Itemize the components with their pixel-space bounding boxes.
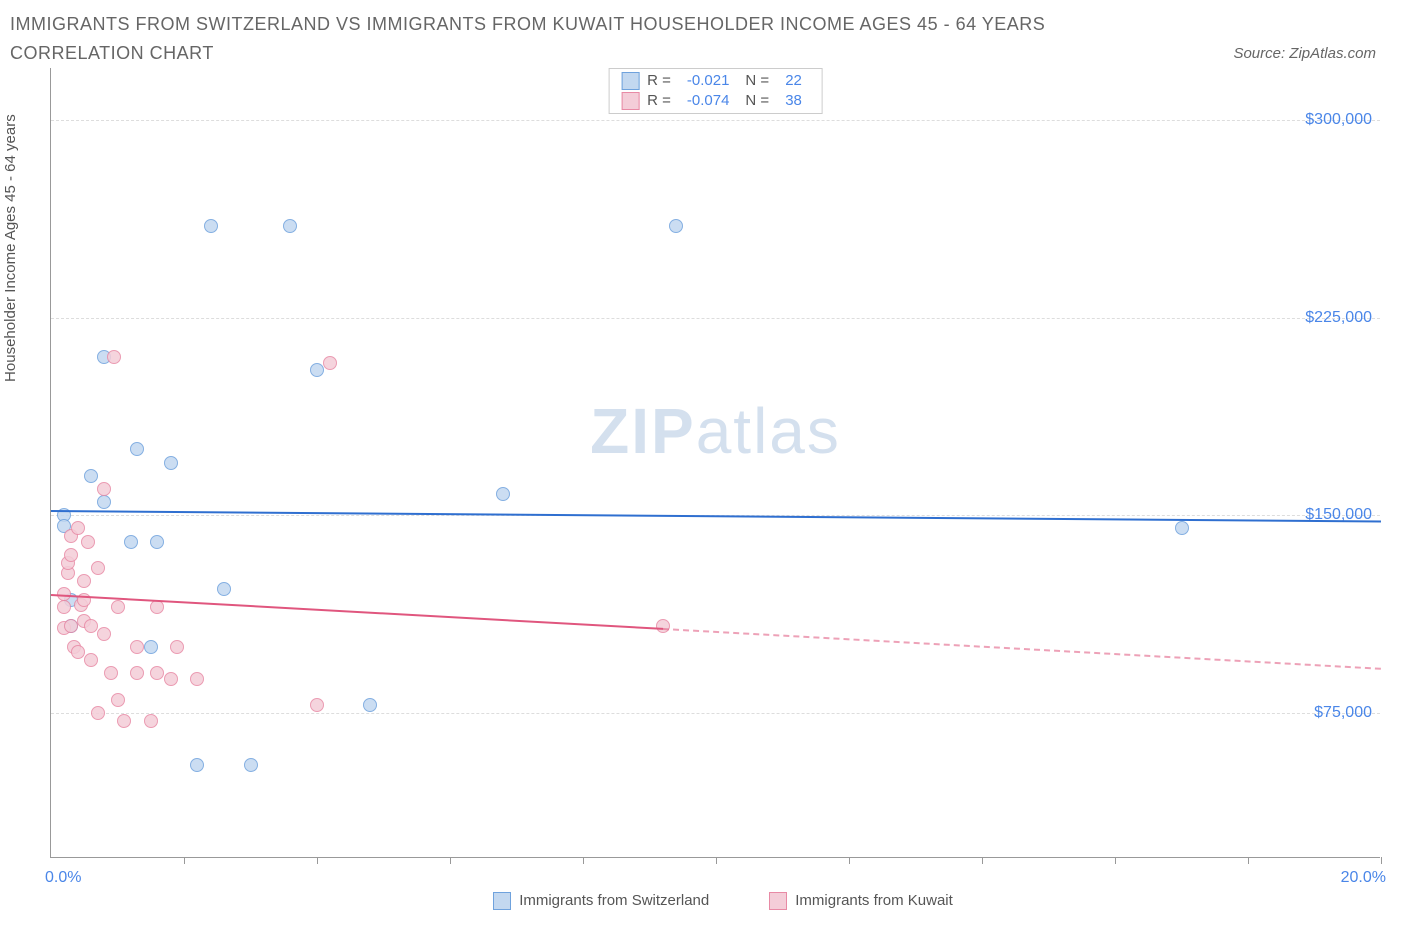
gridline — [51, 713, 1380, 714]
data-point-switzerland — [1175, 521, 1189, 535]
data-point-kuwait — [164, 672, 178, 686]
trend-line-kuwait — [663, 628, 1381, 670]
gridline — [51, 120, 1380, 121]
trend-line-kuwait — [51, 594, 663, 630]
data-point-switzerland — [190, 758, 204, 772]
data-point-switzerland — [150, 535, 164, 549]
x-tick — [849, 857, 850, 864]
data-point-switzerland — [164, 456, 178, 470]
watermark-bold: ZIP — [590, 395, 696, 467]
x-tick — [1115, 857, 1116, 864]
data-point-switzerland — [496, 487, 510, 501]
r-label: R = — [647, 72, 671, 89]
x-tick — [450, 857, 451, 864]
data-point-kuwait — [64, 548, 78, 562]
y-tick-label: $75,000 — [1314, 704, 1372, 722]
data-point-kuwait — [107, 350, 121, 364]
data-point-kuwait — [111, 693, 125, 707]
series-legend: Immigrants from Switzerland Immigrants f… — [50, 892, 1396, 910]
legend-label-switzerland: Immigrants from Switzerland — [519, 892, 709, 909]
data-point-kuwait — [84, 619, 98, 633]
data-point-switzerland — [204, 219, 218, 233]
data-point-kuwait — [97, 627, 111, 641]
x-tick — [1248, 857, 1249, 864]
data-point-kuwait — [144, 714, 158, 728]
data-point-kuwait — [71, 521, 85, 535]
data-point-kuwait — [57, 600, 71, 614]
legend-swatch-kuwait — [769, 892, 787, 910]
data-point-switzerland — [244, 758, 258, 772]
n-label: N = — [745, 72, 769, 89]
n-value-kuwait: 38 — [785, 92, 802, 109]
data-point-kuwait — [190, 672, 204, 686]
x-tick — [1381, 857, 1382, 864]
data-point-switzerland — [130, 442, 144, 456]
data-point-kuwait — [71, 645, 85, 659]
swatch-switzerland — [621, 72, 639, 90]
data-point-switzerland — [669, 219, 683, 233]
trend-line-switzerland — [51, 510, 1381, 523]
legend-swatch-switzerland — [493, 892, 511, 910]
swatch-kuwait — [621, 92, 639, 110]
watermark: ZIPatlas — [590, 394, 841, 468]
data-point-kuwait — [91, 706, 105, 720]
x-tick — [716, 857, 717, 864]
data-point-kuwait — [150, 600, 164, 614]
r-value-kuwait: -0.074 — [687, 92, 730, 109]
n-value-switzerland: 22 — [785, 72, 802, 89]
data-point-kuwait — [170, 640, 184, 654]
plot-box: ZIPatlas R = -0.021 N = 22 R = -0.074 N … — [50, 68, 1380, 858]
gridline — [51, 318, 1380, 319]
data-point-kuwait — [104, 666, 118, 680]
x-max-label: 20.0% — [1341, 869, 1386, 887]
stats-legend: R = -0.021 N = 22 R = -0.074 N = 38 — [608, 68, 823, 114]
data-point-switzerland — [363, 698, 377, 712]
watermark-light: atlas — [696, 395, 841, 467]
x-tick — [583, 857, 584, 864]
data-point-kuwait — [77, 574, 91, 588]
r-value-switzerland: -0.021 — [687, 72, 730, 89]
legend-item-kuwait: Immigrants from Kuwait — [769, 892, 953, 910]
data-point-switzerland — [144, 640, 158, 654]
y-tick-label: $225,000 — [1305, 309, 1372, 327]
stats-row-switzerland: R = -0.021 N = 22 — [609, 71, 822, 91]
r-label: R = — [647, 92, 671, 109]
legend-item-switzerland: Immigrants from Switzerland — [493, 892, 709, 910]
y-axis-label: Householder Income Ages 45 - 64 years — [2, 114, 19, 382]
data-point-switzerland — [97, 495, 111, 509]
y-tick-label: $300,000 — [1305, 111, 1372, 129]
chart-source: Source: ZipAtlas.com — [1233, 45, 1396, 68]
data-point-kuwait — [323, 356, 337, 370]
data-point-kuwait — [97, 482, 111, 496]
data-point-switzerland — [84, 469, 98, 483]
data-point-kuwait — [310, 698, 324, 712]
chart-area: Householder Income Ages 45 - 64 years ZI… — [10, 68, 1396, 910]
data-point-switzerland — [217, 582, 231, 596]
data-point-kuwait — [81, 535, 95, 549]
data-point-kuwait — [656, 619, 670, 633]
data-point-kuwait — [91, 561, 105, 575]
data-point-switzerland — [283, 219, 297, 233]
data-point-kuwait — [111, 600, 125, 614]
data-point-kuwait — [64, 619, 78, 633]
data-point-switzerland — [310, 363, 324, 377]
x-min-label: 0.0% — [45, 869, 81, 887]
stats-row-kuwait: R = -0.074 N = 38 — [609, 91, 822, 111]
chart-title: IMMIGRANTS FROM SWITZERLAND VS IMMIGRANT… — [10, 10, 1130, 68]
data-point-kuwait — [130, 666, 144, 680]
data-point-kuwait — [117, 714, 131, 728]
n-label: N = — [745, 92, 769, 109]
x-tick — [982, 857, 983, 864]
legend-label-kuwait: Immigrants from Kuwait — [795, 892, 953, 909]
data-point-kuwait — [150, 666, 164, 680]
x-tick — [184, 857, 185, 864]
x-tick — [317, 857, 318, 864]
data-point-kuwait — [84, 653, 98, 667]
data-point-switzerland — [124, 535, 138, 549]
data-point-kuwait — [130, 640, 144, 654]
